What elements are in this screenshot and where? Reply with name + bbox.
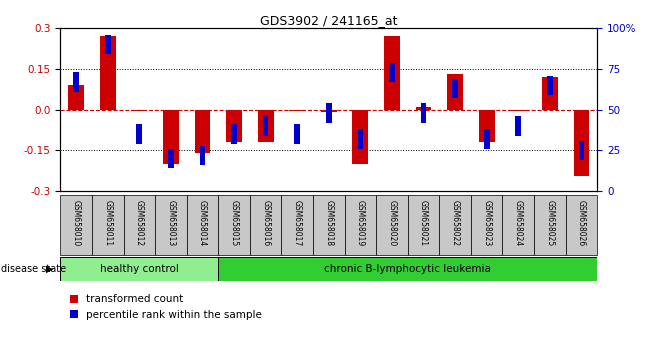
- Bar: [534, 195, 566, 255]
- Bar: [313, 195, 345, 255]
- Text: disease state: disease state: [1, 264, 66, 274]
- Bar: [281, 195, 313, 255]
- Text: GSM658012: GSM658012: [135, 200, 144, 246]
- Text: GSM658026: GSM658026: [577, 200, 586, 246]
- Text: GSM658023: GSM658023: [482, 200, 491, 246]
- Legend: transformed count, percentile rank within the sample: transformed count, percentile rank withi…: [66, 290, 266, 324]
- Bar: [226, 110, 242, 142]
- Bar: [384, 36, 400, 110]
- Bar: [415, 107, 431, 110]
- Bar: [547, 75, 553, 95]
- Text: GSM658016: GSM658016: [261, 200, 270, 246]
- Bar: [421, 103, 426, 123]
- Bar: [200, 145, 205, 165]
- Bar: [471, 195, 503, 255]
- Bar: [92, 195, 123, 255]
- Text: healthy control: healthy control: [100, 264, 178, 274]
- Bar: [155, 195, 187, 255]
- Text: GSM658024: GSM658024: [514, 200, 523, 246]
- Bar: [105, 35, 111, 55]
- Text: GSM658017: GSM658017: [293, 200, 302, 246]
- Text: GSM658019: GSM658019: [356, 200, 365, 246]
- Bar: [321, 110, 337, 113]
- Bar: [195, 110, 211, 153]
- Bar: [123, 195, 155, 255]
- Bar: [578, 141, 584, 160]
- Text: GSM658010: GSM658010: [72, 200, 81, 246]
- Bar: [452, 79, 458, 98]
- Text: GSM658025: GSM658025: [546, 200, 554, 246]
- Bar: [440, 195, 471, 255]
- Bar: [263, 116, 268, 136]
- Text: chronic B-lymphocytic leukemia: chronic B-lymphocytic leukemia: [324, 264, 491, 274]
- Bar: [295, 124, 300, 144]
- Bar: [326, 103, 331, 123]
- Bar: [574, 110, 589, 176]
- Bar: [136, 124, 142, 144]
- Bar: [408, 195, 440, 255]
- Bar: [218, 257, 597, 281]
- Bar: [566, 195, 597, 255]
- Bar: [163, 110, 178, 164]
- Bar: [100, 36, 115, 110]
- Text: GSM658022: GSM658022: [451, 200, 460, 246]
- Bar: [231, 124, 237, 144]
- Title: GDS3902 / 241165_at: GDS3902 / 241165_at: [260, 14, 397, 27]
- Bar: [503, 195, 534, 255]
- Text: GSM658021: GSM658021: [419, 200, 428, 246]
- Bar: [132, 110, 147, 111]
- Text: GSM658013: GSM658013: [166, 200, 175, 246]
- Text: GSM658020: GSM658020: [387, 200, 397, 246]
- Bar: [187, 195, 218, 255]
- Text: GSM658014: GSM658014: [198, 200, 207, 246]
- Bar: [250, 195, 281, 255]
- Bar: [345, 195, 376, 255]
- Bar: [352, 110, 368, 164]
- Bar: [511, 110, 526, 111]
- Bar: [515, 116, 521, 136]
- Bar: [484, 129, 490, 149]
- Bar: [60, 195, 92, 255]
- Bar: [479, 110, 495, 142]
- Bar: [358, 129, 363, 149]
- Bar: [447, 74, 463, 110]
- Bar: [73, 72, 79, 92]
- Bar: [542, 77, 558, 110]
- Text: GSM658011: GSM658011: [103, 200, 112, 246]
- Bar: [289, 110, 305, 111]
- Text: GSM658018: GSM658018: [324, 200, 333, 246]
- Bar: [168, 149, 174, 169]
- Bar: [258, 110, 274, 142]
- Bar: [68, 85, 84, 110]
- Text: ▶: ▶: [46, 264, 53, 274]
- Bar: [218, 195, 250, 255]
- Text: GSM658015: GSM658015: [229, 200, 239, 246]
- Bar: [376, 195, 408, 255]
- Bar: [389, 63, 395, 82]
- Bar: [60, 257, 218, 281]
